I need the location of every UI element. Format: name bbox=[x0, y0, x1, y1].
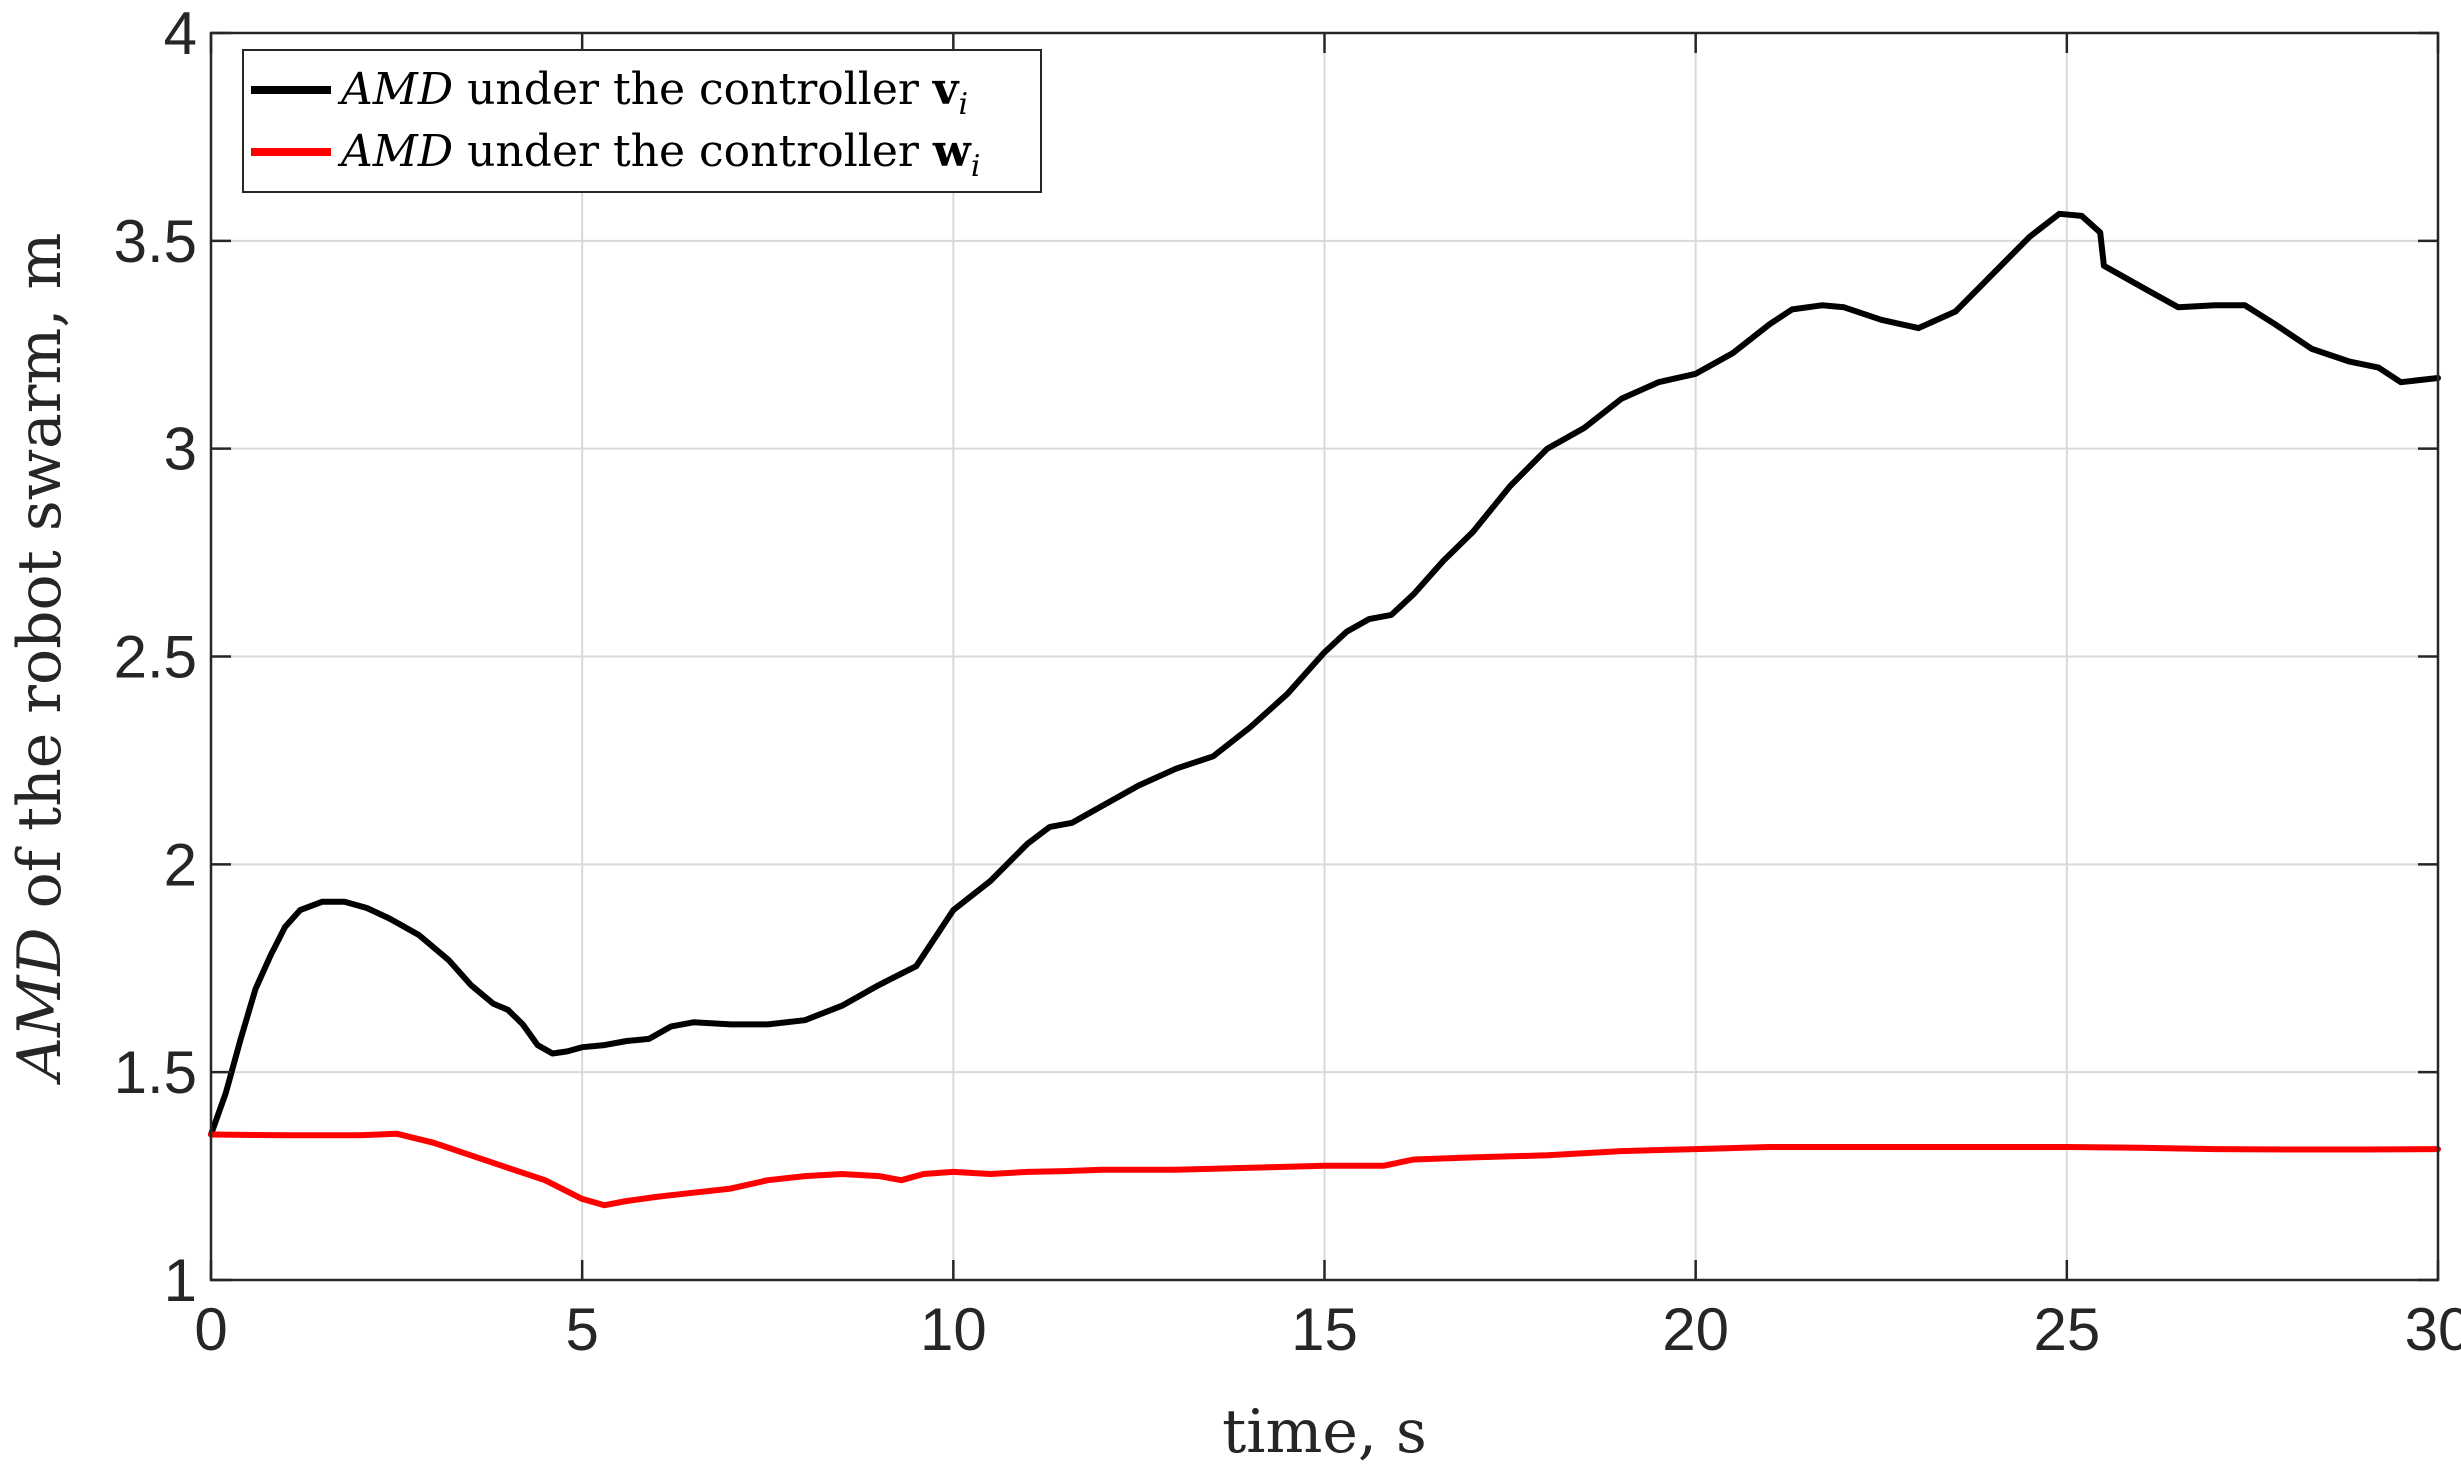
y-tick-label: 4 bbox=[164, 0, 197, 67]
x-tick-label: 25 bbox=[2033, 1296, 2100, 1363]
tick-labels: 0 5 10 15 20 25 30 1 1.5 2 2.5 3 3.5 4 bbox=[114, 0, 2461, 1363]
legend-label-series-1-middle: under the controller bbox=[453, 64, 933, 115]
legend-label-series-2-bold: w bbox=[932, 126, 972, 177]
x-tick-label: 30 bbox=[2405, 1296, 2461, 1363]
series-layer bbox=[208, 210, 2441, 1209]
legend-label-series-1-sub: i bbox=[959, 87, 969, 122]
y-axis-label-rest: of the robot swarm, m bbox=[5, 233, 75, 928]
legend-box bbox=[242, 49, 1042, 193]
legend-label-series-2-italic: AMD bbox=[337, 126, 453, 177]
legend-label-series-2: AMD under the controller wi bbox=[337, 126, 980, 184]
y-tick-label: 3.5 bbox=[114, 208, 197, 275]
x-tick-label: 0 bbox=[194, 1296, 227, 1363]
ticks bbox=[209, 31, 2440, 1282]
y-tick-label: 3 bbox=[164, 416, 197, 483]
x-tick-label: 10 bbox=[920, 1296, 987, 1363]
series-line-1 bbox=[208, 210, 2441, 1138]
y-axis-label: AMD of the robot swarm, m bbox=[5, 233, 75, 1086]
x-axis-label: time, s bbox=[1222, 1397, 1427, 1467]
y-tick-label: 1.5 bbox=[114, 1039, 197, 1106]
legend-label-series-1-bold: v bbox=[932, 64, 960, 115]
legend-label-series-2-middle: under the controller bbox=[453, 126, 933, 177]
x-tick-label: 5 bbox=[565, 1296, 598, 1363]
legend: AMD under the controller vi AMD under th… bbox=[242, 49, 1042, 193]
y-tick-label: 1 bbox=[164, 1247, 197, 1314]
series-line-2 bbox=[208, 1130, 2441, 1209]
y-axis-label-italic: AMD bbox=[5, 928, 75, 1086]
y-tick-label: 2 bbox=[164, 831, 197, 898]
x-tick-label: 20 bbox=[1662, 1296, 1729, 1363]
legend-label-series-1: AMD under the controller vi bbox=[337, 64, 968, 122]
y-tick-label: 2.5 bbox=[114, 624, 197, 691]
x-tick-label: 15 bbox=[1291, 1296, 1358, 1363]
legend-label-series-2-sub: i bbox=[971, 149, 981, 184]
legend-label-series-1-italic: AMD bbox=[337, 64, 453, 115]
